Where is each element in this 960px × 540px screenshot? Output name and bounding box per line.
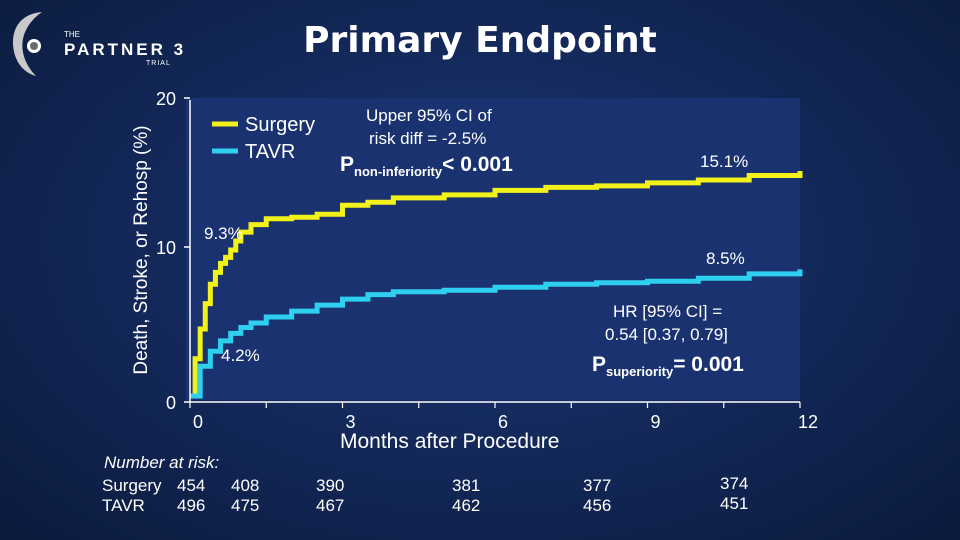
tavr-30d-label: 4.2% (221, 346, 260, 365)
risk-surgery-3: 390 (316, 476, 345, 495)
tavr-end-label: 8.5% (706, 249, 745, 268)
y-tick-label: 20 (156, 89, 176, 109)
legend-label-surgery: Surgery (245, 114, 315, 136)
ci-text-line1: Upper 95% CI of (366, 106, 492, 125)
series-line-tavr (190, 269, 803, 399)
risk-row-surgery-label: Surgery (102, 476, 162, 495)
logo-sub: TRIAL (146, 60, 171, 67)
risk-table-title: Number at risk: (104, 453, 220, 472)
risk-tavr-0: 496 (177, 496, 206, 515)
x-tick-label: 9 (650, 412, 660, 432)
risk-surgery-9: 377 (583, 476, 612, 495)
risk-surgery-0: 454 (177, 476, 206, 495)
p-sup-sub: superiority (606, 364, 674, 380)
risk-tavr-6: 462 (452, 496, 481, 515)
p-noninf-value: < 0.001 (442, 153, 513, 176)
p-superiority: Psuperiority= 0.001 (592, 353, 744, 379)
risk-tavr-3: 467 (316, 496, 345, 515)
x-tick-label: 3 (345, 412, 355, 432)
p-sup-prefix: P (592, 353, 607, 376)
y-tick-label: 0 (166, 393, 176, 413)
x-tick-label: 6 (498, 412, 508, 432)
p-noninf-prefix: P (340, 153, 355, 176)
risk-surgery-6: 381 (452, 476, 481, 495)
risk-tavr-12: 451 (720, 494, 749, 513)
risk-tavr-9: 456 (583, 496, 612, 515)
surgery-end-label: 15.1% (700, 152, 749, 171)
surgery-30d-label: 9.3% (204, 224, 243, 243)
logo-name: PARTNER 3 (64, 40, 186, 59)
x-tick-label: 0 (193, 412, 203, 432)
risk-tavr-1: 475 (231, 496, 260, 515)
logo-small-text: THE (64, 30, 80, 39)
plot-background (186, 98, 800, 400)
p-noninf-sub: non-inferiority (354, 164, 443, 180)
x-axis-label: Months after Procedure (340, 430, 560, 453)
partner-3-logo: THE PARTNER 3 TRIAL (6, 6, 206, 86)
y-tick-label: 10 (156, 238, 176, 258)
risk-row-tavr-label: TAVR (102, 496, 145, 515)
legend-label-tavr: TAVR (245, 141, 295, 163)
ci-text-line2: risk diff = -2.5% (369, 129, 487, 148)
x-tick-label: 12 (798, 412, 818, 432)
hr-text-line1: HR [95% CI] = (613, 302, 723, 321)
risk-surgery-1: 408 (231, 476, 260, 495)
series-line-surgery (190, 171, 803, 399)
p-sup-value: = 0.001 (673, 353, 744, 376)
risk-surgery-12: 374 (720, 474, 749, 493)
hr-text-line2: 0.54 [0.37, 0.79] (605, 325, 728, 344)
p-noninferiority: Pnon-inferiority< 0.001 (340, 153, 513, 179)
slide-title: Primary Endpoint (303, 20, 657, 61)
